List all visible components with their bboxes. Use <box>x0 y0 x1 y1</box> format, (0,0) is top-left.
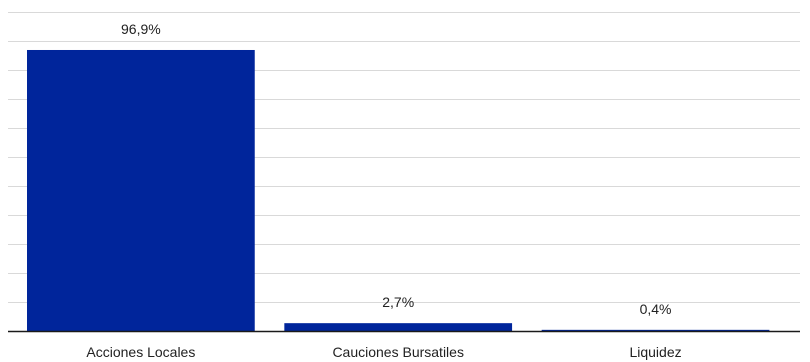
category-label: Acciones Locales <box>86 344 195 360</box>
category-label: Liquidez <box>629 344 681 360</box>
bar-acciones-locales <box>27 49 255 332</box>
bar-liquidez <box>541 329 770 331</box>
category-label: Cauciones Bursatiles <box>332 344 464 360</box>
bars <box>27 49 770 332</box>
bar-cauciones-bursatiles <box>284 323 513 331</box>
category-labels: Acciones Locales Cauciones Bursatiles Liqu… <box>86 344 681 360</box>
value-labels: 96,9% 2,7% 0,4% <box>121 21 671 317</box>
value-label: 96,9% <box>121 21 161 37</box>
value-label: 0,4% <box>640 301 672 317</box>
value-label: 2,7% <box>382 294 414 310</box>
